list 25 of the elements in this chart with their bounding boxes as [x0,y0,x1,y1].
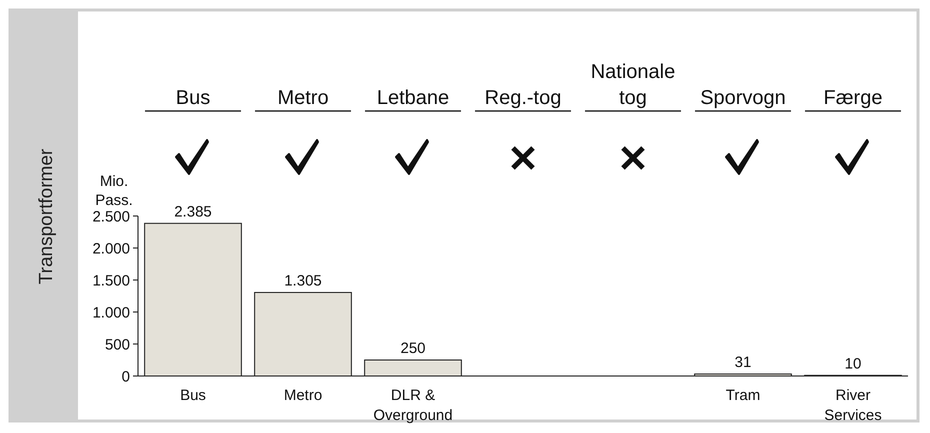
text: Metro [277,87,329,109]
y-tick-label: 2.000 [92,240,130,258]
text: Reg.-tog [484,87,562,109]
text: Bus [176,87,210,109]
x-tick-label: Tram [726,387,760,404]
text: Letbane [376,87,450,109]
y-axis-title: Mio. Pass. [95,173,133,209]
y-tick-label: 1.000 [92,304,130,322]
data-label: 1.305 [284,272,322,290]
x-tick-label: Bus [180,387,206,404]
x-tick-label: Metro [284,387,322,404]
text: Transportformer [36,148,57,284]
y-tick-label: 2.500 [92,208,130,226]
x-tick-label: DLR & Overground [373,387,453,424]
y-tick-label: 0 [122,368,130,386]
text: Nationale tog [590,61,676,109]
data-label: 250 [400,340,426,357]
data-label: 10 [844,355,862,372]
text: Færge [824,87,882,109]
text: Sporvogn [700,87,786,109]
y-tick-label: 500 [104,336,130,354]
data-label: 31 [734,354,752,372]
x-tick-label: River Services [824,387,882,424]
y-tick-label: 1.500 [92,272,130,290]
data-label: 2.385 [174,203,212,220]
